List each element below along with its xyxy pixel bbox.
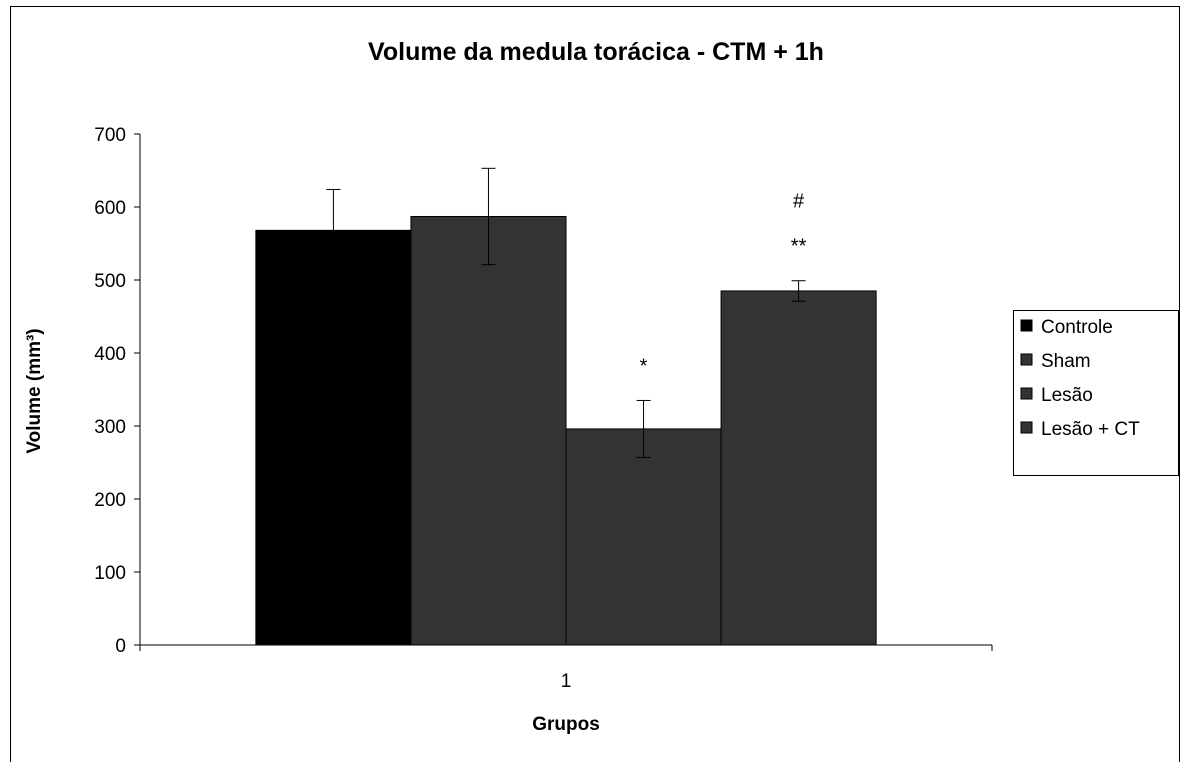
legend-label: Controle [1041,317,1113,338]
y-tick-label: 300 [94,417,126,438]
x-axis-label: Grupos [532,714,600,735]
chart-title: Volume da medula torácica - CTM + 1h [368,38,824,66]
x-tick-label: 1 [561,671,572,692]
y-tick-label: 0 [115,636,126,657]
legend-label: Lesão + CT [1041,419,1140,440]
y-axis-ticks: 0 100 200 300 400 500 600 700 [94,125,140,657]
legend-label: Sham [1041,351,1091,372]
chart-border [10,6,1180,762]
legend-swatch [1020,421,1033,434]
y-tick-label: 400 [94,344,126,365]
legend-swatch [1020,387,1033,400]
legend-box [1013,310,1179,476]
y-tick-label: 200 [94,490,126,511]
legend-swatch [1020,319,1033,332]
significance-annotation: ** [791,236,807,258]
y-tick-label: 600 [94,198,126,219]
y-axis-label: Volume (mm³) [24,328,45,453]
legend-label: Lesão [1041,385,1093,406]
bar-controle [255,229,412,646]
y-tick-label: 100 [94,563,126,584]
legend-swatch [1020,353,1033,366]
legend: Controle Sham Lesão Lesão + CT [1013,310,1179,476]
bar-les-o [565,428,722,646]
y-tick-label: 700 [94,125,126,146]
significance-annotation: * [640,355,648,377]
bar-sham [410,215,567,646]
bars: ***# [255,167,877,646]
y-tick-label: 500 [94,271,126,292]
x-axis-ticks: 1 [139,645,993,692]
significance-annotation: # [793,191,805,213]
bar-les-o-ct [720,290,877,646]
